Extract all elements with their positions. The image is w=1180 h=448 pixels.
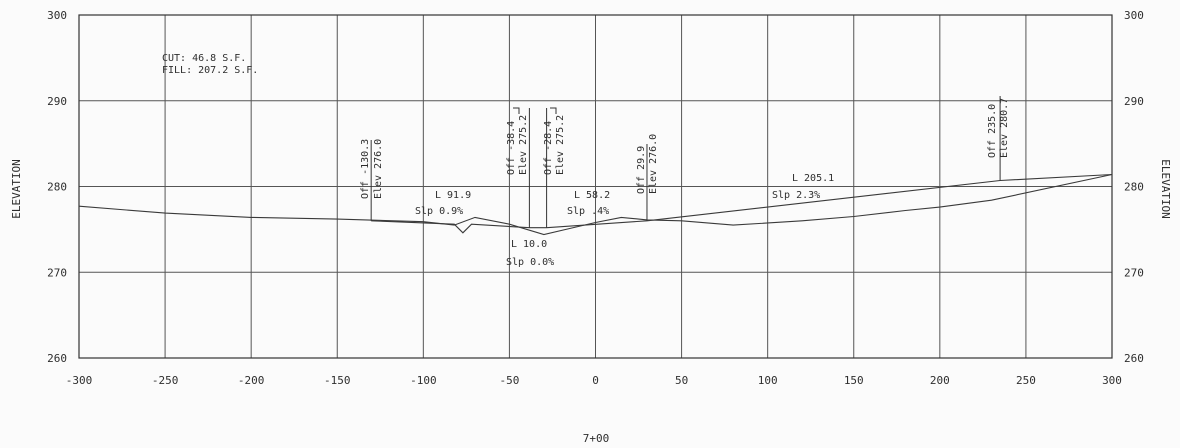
segment-slope: Slp 0.0% xyxy=(506,257,554,268)
station-label: 7+00 xyxy=(583,432,610,445)
x-tick-label: -200 xyxy=(238,374,265,387)
y-tick-label-right: 280 xyxy=(1124,181,1144,194)
tick-labels: -300 -250 -200 -150 -100 -50 0 50 100 150 200 250 30… xyxy=(47,9,1144,387)
x-tick-label: -100 xyxy=(410,374,437,387)
x-tick-label: 100 xyxy=(758,374,778,387)
vertical-label-elev: Elev 276.0 xyxy=(373,139,384,199)
vertical-label-off: Off -28.4 xyxy=(543,121,554,175)
x-tick-label: 0 xyxy=(592,374,599,387)
profile-lines xyxy=(78,173,1113,236)
y-tick-label-left: 280 xyxy=(47,181,67,194)
y-tick-label-right: 290 xyxy=(1124,95,1144,108)
segment-length: L 58.2 xyxy=(574,190,610,201)
plot-frame xyxy=(78,14,1113,359)
segment-length: L 205.1 xyxy=(792,173,834,184)
existing-ground-line xyxy=(78,173,1113,236)
annotation-elbow xyxy=(513,107,520,114)
y-tick-label-right: 270 xyxy=(1124,266,1144,279)
annotation-elbow xyxy=(550,107,557,114)
x-tick-label: -50 xyxy=(499,374,519,387)
x-tick-label: 150 xyxy=(844,374,864,387)
plot-border xyxy=(78,14,1113,359)
y-axis-label-right: ELEVATION xyxy=(1159,159,1172,219)
segment-length: L 10.0 xyxy=(511,239,547,250)
vertical-label-elev: Elev 275.2 xyxy=(518,115,529,175)
x-tick-label: 250 xyxy=(1016,374,1036,387)
vertical-label-off: Off -38.4 xyxy=(506,121,517,175)
design-profile-line xyxy=(371,173,1113,234)
vertical-label-elev: Elev 280.7 xyxy=(999,98,1010,158)
x-tick-label: -300 xyxy=(66,374,93,387)
x-tick-label: 50 xyxy=(675,374,688,387)
y-tick-label-left: 290 xyxy=(47,95,67,108)
fill-quantity: FILL: 207.2 S.F. xyxy=(162,65,258,76)
annotation-leaders xyxy=(370,96,1001,228)
x-tick-label: 300 xyxy=(1102,374,1122,387)
segment-slope: Slp 2.3% xyxy=(772,190,820,201)
cut-quantity: CUT: 46.8 S.F. xyxy=(162,53,246,64)
y-axis-label-left: ELEVATION xyxy=(10,159,23,219)
segment-slope: Slp 0.9% xyxy=(415,206,463,217)
y-tick-label-left: 300 xyxy=(47,9,67,22)
y-tick-label-right: 300 xyxy=(1124,9,1144,22)
vertical-label-off: Off 235.0 xyxy=(987,104,998,158)
x-tick-label: -250 xyxy=(152,374,179,387)
y-tick-label-left: 270 xyxy=(47,266,67,279)
y-tick-label-left: 260 xyxy=(47,352,67,365)
vertical-label-off: Off -130.3 xyxy=(360,139,371,199)
segment-slope: Slp .4% xyxy=(567,206,609,217)
segment-length: L 91.9 xyxy=(435,190,471,201)
vertical-label-elev: Elev 276.0 xyxy=(648,134,659,194)
x-tick-label: -150 xyxy=(324,374,351,387)
y-tick-label-right: 260 xyxy=(1124,352,1144,365)
vertical-label-elev: Elev 275.2 xyxy=(555,115,566,175)
x-tick-label: 200 xyxy=(930,374,950,387)
vertical-label-off: Off 29.9 xyxy=(636,146,647,194)
